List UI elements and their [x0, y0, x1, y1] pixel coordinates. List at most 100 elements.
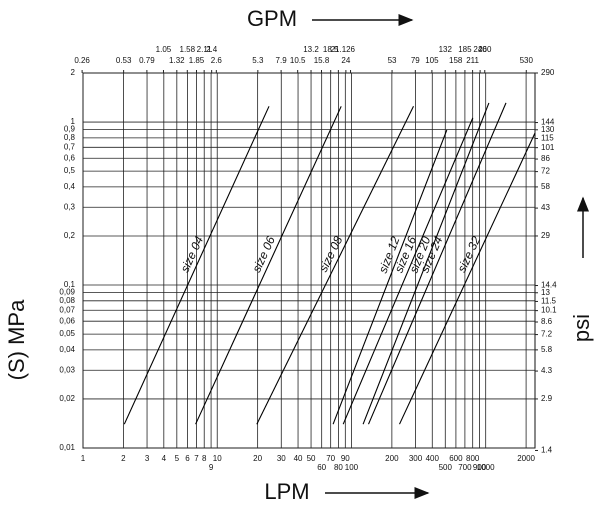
x-tick-label: 900 — [473, 463, 487, 472]
y2-tick-label: 7.2 — [541, 330, 553, 339]
size-line — [399, 132, 536, 425]
x2-tick-label: 2.4 — [206, 45, 218, 54]
y2-axis-title: psi — [569, 314, 594, 342]
y2-tick-label: 8.6 — [541, 317, 553, 326]
x2-tick-label: 24 — [341, 56, 350, 65]
y2-tick-label: 4.3 — [541, 366, 553, 375]
x2-tick-label: 105 — [425, 56, 439, 65]
y-tick-label: 0,03 — [59, 365, 75, 374]
size-line — [342, 117, 474, 425]
x-tick-label: 2 — [121, 454, 126, 463]
x-tick-label: 400 — [426, 454, 440, 463]
size-line — [367, 102, 507, 425]
y-tick-label: 0,5 — [64, 166, 76, 175]
y-tick-label: 1 — [71, 117, 76, 126]
y2-tick-label: 14.4 — [541, 281, 557, 290]
x2-tick-label: 0.53 — [116, 56, 132, 65]
y-tick-label: 0,6 — [64, 153, 76, 162]
x-tick-label: 50 — [307, 454, 316, 463]
x2-tick-label: 53 — [388, 56, 397, 65]
x-tick-label: 4 — [162, 454, 167, 463]
y-tick-label: 0,04 — [59, 345, 75, 354]
x2-tick-label: 13.2 — [303, 45, 319, 54]
y2-tick-label: 43 — [541, 203, 550, 212]
x-axis-title: LPM — [264, 479, 309, 504]
y2-tick-label: 86 — [541, 154, 550, 163]
y-tick-label: 0,7 — [64, 142, 76, 151]
y2-tick-label: 115 — [541, 134, 554, 143]
x-tick-label: 2000 — [517, 454, 535, 463]
size-line — [362, 102, 490, 425]
x-tick-label: 700 — [458, 463, 472, 472]
x-tick-label: 5 — [175, 454, 180, 463]
size-line — [123, 106, 270, 425]
x2-axis-title: GPM — [247, 6, 297, 31]
y2-tick-label: 101 — [541, 143, 555, 152]
y-tick-label: 0,9 — [64, 125, 76, 134]
y-tick-label: 0,4 — [64, 182, 76, 191]
x2-tick-label: 132 — [439, 45, 453, 54]
x2-tick-label: 158 — [449, 56, 463, 65]
x2-tick-label: 1.05 — [156, 45, 172, 54]
y2-tick-label: 144 — [541, 118, 555, 127]
x-tick-label: 9 — [209, 463, 214, 472]
y-tick-label: 0,3 — [64, 202, 76, 211]
x2-tick-label: 26 — [346, 45, 355, 54]
x-tick-label: 1000 — [477, 463, 495, 472]
y-tick-label: 0,06 — [59, 316, 75, 325]
x-tick-label: 3 — [145, 454, 150, 463]
size-line — [256, 106, 414, 425]
x2-tick-label: 2.6 — [211, 56, 223, 65]
y-tick-label: 0,2 — [64, 231, 76, 240]
x-tick-label: 90 — [341, 454, 350, 463]
y2-tick-label: 1.4 — [541, 446, 553, 455]
x2-tick-label: 0.26 — [74, 56, 90, 65]
x2-tick-label: 1.32 — [169, 56, 185, 65]
y-tick-label: 0,01 — [59, 443, 75, 452]
y2-tick-label: 2.9 — [541, 394, 553, 403]
y2-tick-label: 5.8 — [541, 345, 553, 354]
x2-tick-label: 1.58 — [180, 45, 196, 54]
x-tick-label: 60 — [317, 463, 326, 472]
y2-tick-label: 13 — [541, 288, 550, 297]
x-tick-label: 7 — [194, 454, 199, 463]
x2-tick-label: 211 — [466, 56, 479, 65]
x-tick-label: 10 — [213, 454, 222, 463]
x-tick-label: 70 — [326, 454, 335, 463]
y2-tick-label: 72 — [541, 167, 550, 176]
y2-tick-label: 290 — [541, 68, 555, 77]
size-line — [332, 129, 448, 425]
x2-tick-label: 21.1 — [331, 45, 347, 54]
x-tick-label: 800 — [466, 454, 480, 463]
y-tick-label: 0,02 — [59, 394, 75, 403]
x2-tick-label: 79 — [411, 56, 420, 65]
y-tick-label: 2 — [71, 68, 76, 77]
x2-tick-label: 1.85 — [189, 56, 205, 65]
x-tick-label: 6 — [185, 454, 190, 463]
x-tick-label: 30 — [277, 454, 286, 463]
x-tick-label: 80 — [334, 463, 343, 472]
x2-tick-label: 2.11 — [197, 45, 213, 54]
y-tick-label: 0,1 — [64, 280, 76, 289]
x-tick-label: 8 — [202, 454, 207, 463]
x-tick-label: 100 — [345, 463, 359, 472]
x2-tick-label: 0.79 — [139, 56, 155, 65]
x2-tick-label: 15.8 — [314, 56, 330, 65]
x2-tick-label: 18.5 — [323, 45, 339, 54]
y2-tick-label: 130 — [541, 125, 555, 134]
y-tick-label: 0,07 — [59, 305, 75, 314]
y2-tick-label: 10.1 — [541, 306, 557, 315]
y-tick-label: 0,09 — [59, 288, 75, 297]
y-tick-label: 0,8 — [64, 133, 76, 142]
x2-tick-label: 530 — [520, 56, 534, 65]
x-tick-label: 40 — [294, 454, 303, 463]
x-tick-label: 20 — [253, 454, 262, 463]
x2-tick-label: 240 — [473, 45, 487, 54]
size-line — [195, 106, 342, 425]
x-tick-label: 500 — [439, 463, 453, 472]
x-tick-label: 200 — [385, 454, 399, 463]
x2-tick-label: 185 — [458, 45, 472, 54]
x2-tick-label: 7.9 — [276, 56, 288, 65]
y-tick-label: 0,08 — [59, 296, 75, 305]
